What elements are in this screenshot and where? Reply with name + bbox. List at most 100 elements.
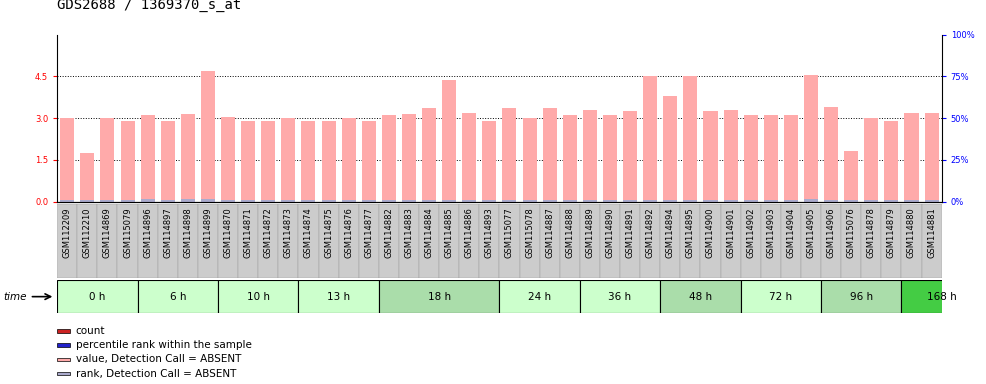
Bar <box>724 200 738 202</box>
Text: 6 h: 6 h <box>170 291 186 302</box>
Bar <box>318 204 338 278</box>
Bar <box>901 280 982 313</box>
Text: GSM114871: GSM114871 <box>244 207 252 258</box>
Bar <box>643 200 658 202</box>
Bar <box>784 200 798 202</box>
Bar <box>861 204 881 278</box>
Text: 24 h: 24 h <box>528 291 551 302</box>
Bar <box>362 200 376 202</box>
Bar <box>623 111 637 202</box>
Bar <box>563 115 577 202</box>
Text: GSM115076: GSM115076 <box>847 207 856 258</box>
Bar <box>302 200 316 202</box>
Text: GSM114895: GSM114895 <box>686 207 695 258</box>
Bar <box>804 199 818 202</box>
Text: GSM114875: GSM114875 <box>324 207 333 258</box>
Text: GSM114893: GSM114893 <box>485 207 494 258</box>
Bar <box>462 200 476 202</box>
Bar <box>302 121 316 202</box>
Text: 96 h: 96 h <box>850 291 873 302</box>
Bar <box>664 200 677 202</box>
Bar <box>599 204 620 278</box>
Text: GSM114906: GSM114906 <box>826 207 835 258</box>
Text: 10 h: 10 h <box>246 291 270 302</box>
Bar <box>680 204 700 278</box>
Text: GSM114877: GSM114877 <box>364 207 374 258</box>
Bar <box>281 200 296 202</box>
Text: GSM115077: GSM115077 <box>505 207 514 258</box>
Bar <box>479 204 499 278</box>
Text: GSM114885: GSM114885 <box>445 207 454 258</box>
Bar <box>180 114 195 202</box>
Text: GSM114876: GSM114876 <box>344 207 353 258</box>
Bar <box>700 204 721 278</box>
Text: GSM114900: GSM114900 <box>706 207 715 258</box>
Bar <box>560 204 580 278</box>
Bar <box>661 280 740 313</box>
Bar <box>623 200 637 202</box>
Bar <box>80 153 95 202</box>
Bar <box>499 280 580 313</box>
Bar <box>824 200 838 202</box>
Bar <box>422 200 436 202</box>
Bar <box>784 115 798 202</box>
Bar <box>242 121 255 202</box>
Bar <box>402 114 416 202</box>
Bar <box>180 199 195 202</box>
Text: GSM114888: GSM114888 <box>565 207 574 258</box>
Bar <box>242 200 255 202</box>
Bar <box>539 204 560 278</box>
Text: GSM114869: GSM114869 <box>103 207 112 258</box>
Bar <box>844 152 858 202</box>
Bar <box>703 200 718 202</box>
Bar <box>77 204 98 278</box>
Bar <box>161 200 175 202</box>
Text: GSM114879: GSM114879 <box>886 207 896 258</box>
Bar <box>101 200 114 202</box>
Text: 18 h: 18 h <box>428 291 451 302</box>
Text: GSM114870: GSM114870 <box>224 207 233 258</box>
Bar <box>299 204 318 278</box>
Bar <box>379 204 399 278</box>
Bar <box>120 121 134 202</box>
Bar <box>278 204 299 278</box>
Bar <box>740 204 761 278</box>
Text: GSM114872: GSM114872 <box>263 207 273 258</box>
Text: GSM114894: GSM114894 <box>666 207 674 258</box>
Bar <box>117 204 138 278</box>
Bar <box>743 200 757 202</box>
Bar <box>583 200 597 202</box>
Bar <box>362 121 376 202</box>
Bar <box>620 204 640 278</box>
Bar <box>57 358 70 361</box>
Text: GSM114887: GSM114887 <box>545 207 554 258</box>
Bar <box>299 280 379 313</box>
Text: GSM115078: GSM115078 <box>526 207 534 258</box>
Bar <box>158 204 177 278</box>
Bar <box>402 200 416 202</box>
Text: rank, Detection Call = ABSENT: rank, Detection Call = ABSENT <box>76 369 237 379</box>
Bar <box>743 115 757 202</box>
Bar <box>901 204 922 278</box>
Bar <box>643 76 658 202</box>
Bar <box>821 204 841 278</box>
Bar <box>640 204 661 278</box>
Bar <box>57 329 70 333</box>
Text: count: count <box>76 326 106 336</box>
Text: GSM114883: GSM114883 <box>404 207 413 258</box>
Bar <box>221 117 235 202</box>
Bar <box>101 118 114 202</box>
Bar <box>221 200 235 202</box>
Bar <box>218 280 299 313</box>
Text: GSM114884: GSM114884 <box>425 207 434 258</box>
Bar <box>120 200 134 202</box>
Text: GSM114882: GSM114882 <box>385 207 393 258</box>
Bar <box>399 204 419 278</box>
Text: time: time <box>3 291 27 302</box>
Bar <box>664 96 677 202</box>
Text: GSM114896: GSM114896 <box>143 207 152 258</box>
Bar <box>80 200 95 202</box>
Bar <box>138 280 218 313</box>
Text: GSM114873: GSM114873 <box>284 207 293 258</box>
Bar <box>439 204 459 278</box>
